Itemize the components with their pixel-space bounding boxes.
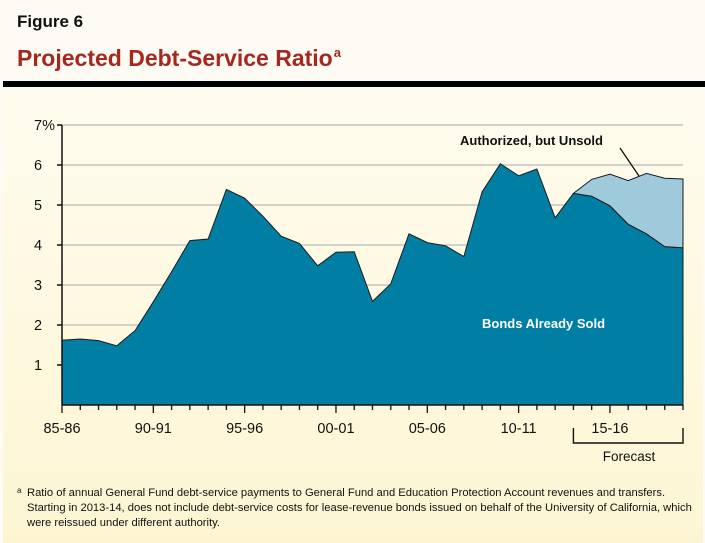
x-tick-label: 15-16 bbox=[591, 421, 628, 437]
x-tick-label: 95-96 bbox=[226, 421, 263, 437]
y-tick-label: 6 bbox=[34, 158, 42, 174]
footnote: a Ratio of annual General Fund debt-servi… bbox=[17, 486, 697, 531]
y-tick-label: 7% bbox=[34, 118, 55, 134]
title-rule bbox=[3, 81, 705, 87]
x-tick-label: 05-06 bbox=[409, 421, 446, 437]
area-authorized-unsold bbox=[572, 172, 684, 249]
series-label-authorized-unsold: Authorized, but Unsold bbox=[460, 133, 603, 148]
footnote-marker: a bbox=[17, 486, 22, 495]
chart-title: Projected Debt-Service Ratioa bbox=[17, 45, 341, 72]
x-tick-label: 90-91 bbox=[135, 421, 172, 437]
title-text: Projected Debt-Service Ratio bbox=[17, 45, 333, 71]
y-tick-label: 5 bbox=[34, 198, 42, 214]
areas bbox=[61, 163, 684, 406]
y-tick-label: 3 bbox=[34, 278, 42, 294]
annotations: Authorized, but Unsold Bonds Already Sol… bbox=[460, 133, 684, 464]
axes bbox=[57, 124, 684, 413]
forecast-label: Forecast bbox=[603, 449, 656, 464]
y-tick-label: 1 bbox=[34, 358, 42, 374]
leader-line bbox=[619, 147, 640, 177]
forecast-bracket bbox=[572, 428, 684, 444]
x-tick-label: 00-01 bbox=[317, 421, 354, 437]
y-tick-label: 2 bbox=[34, 318, 42, 334]
x-tick-label: 85-86 bbox=[43, 421, 80, 437]
title-footnote-marker: a bbox=[333, 45, 341, 60]
y-tick-label: 4 bbox=[34, 238, 42, 254]
series-label-bonds-sold: Bonds Already Sold bbox=[482, 316, 605, 331]
figure-label: Figure 6 bbox=[17, 12, 84, 31]
footnote-text: Ratio of annual General Fund debt-servic… bbox=[27, 487, 692, 529]
tick-labels: 1 2 3 4 5 6 7% 85-86 90-91 95-96 00-01 05-06 10-11 15… bbox=[34, 118, 628, 437]
x-tick-label: 10-11 bbox=[501, 421, 537, 437]
